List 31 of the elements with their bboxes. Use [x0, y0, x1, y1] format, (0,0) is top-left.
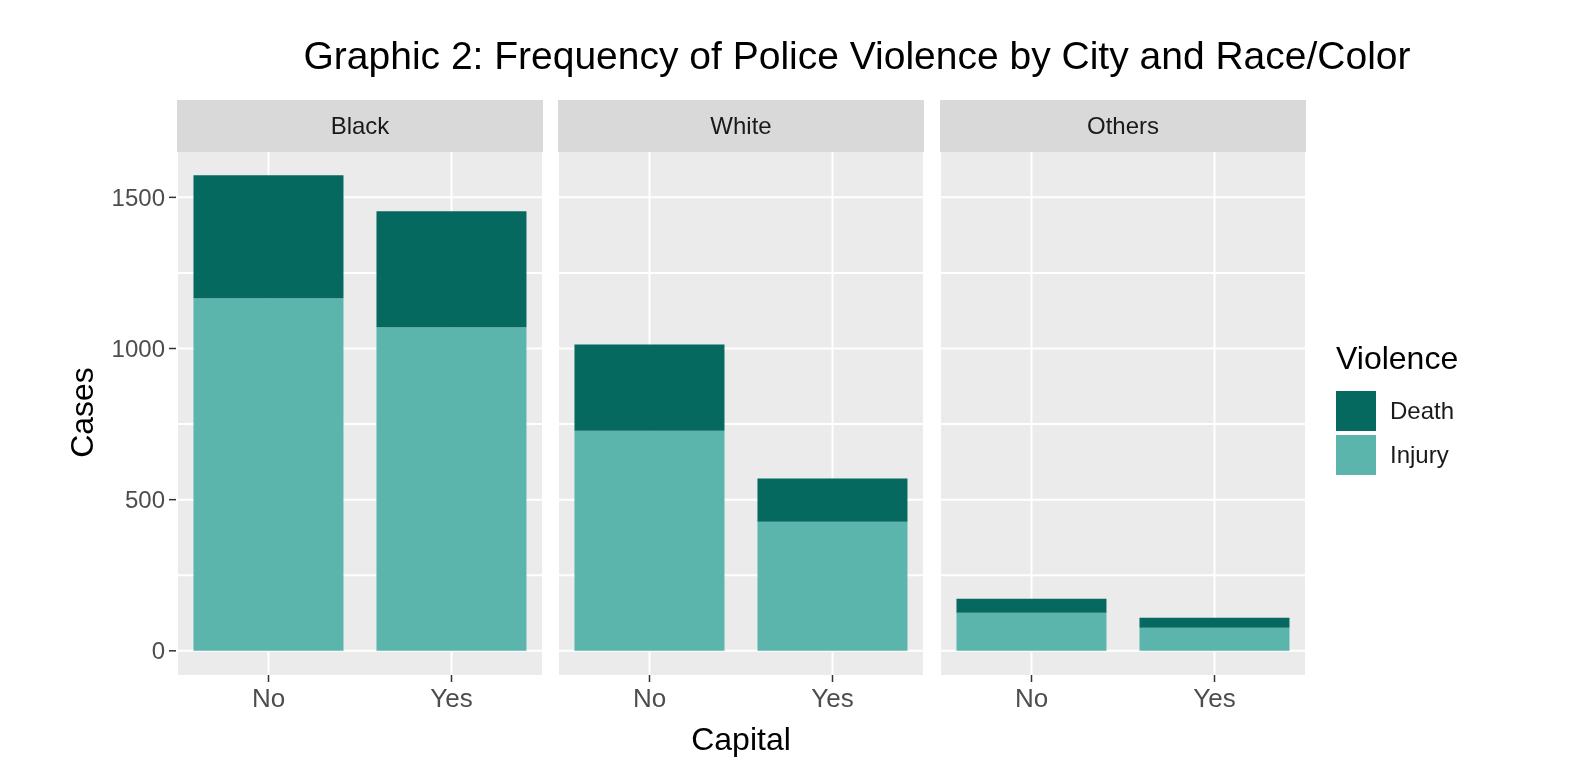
bar: [574, 430, 725, 651]
x-tick-label: No: [1014, 683, 1049, 713]
legend-label: Death: [1390, 397, 1455, 425]
bar: [574, 344, 725, 431]
bar: [956, 612, 1107, 651]
bar: [193, 175, 344, 299]
text: Graphic 2: Frequency of Police Violence by City and Race/Color: [302, 34, 1412, 78]
x-tick-label: No: [632, 683, 667, 713]
y-tick-label: 1500: [111, 183, 165, 211]
bar: [757, 478, 908, 522]
x-tick-label: Yes: [1193, 683, 1236, 713]
x-axis-title: Capital: [690, 721, 792, 758]
bar: [956, 598, 1107, 613]
y-tick-label: 0: [151, 637, 165, 665]
legend-title: Violence: [1336, 340, 1459, 377]
y-tick-label: 500: [124, 486, 165, 514]
y-axis-title: Cases: [63, 365, 101, 460]
bar: [193, 298, 344, 651]
chart-title: Others: [940, 100, 1306, 152]
x-tick-label: No: [251, 683, 286, 713]
chart-title: Black: [177, 100, 543, 152]
y-tick-label: 1000: [111, 334, 165, 362]
bar: [376, 327, 527, 651]
chart-title: White: [558, 100, 924, 152]
bar: [1139, 617, 1290, 628]
legend-label: Injury: [1390, 441, 1449, 469]
x-tick-label: Yes: [811, 683, 854, 713]
bar: [757, 521, 908, 651]
bar: [1139, 627, 1290, 651]
x-tick-label: Yes: [430, 683, 473, 713]
bar: [376, 211, 527, 328]
